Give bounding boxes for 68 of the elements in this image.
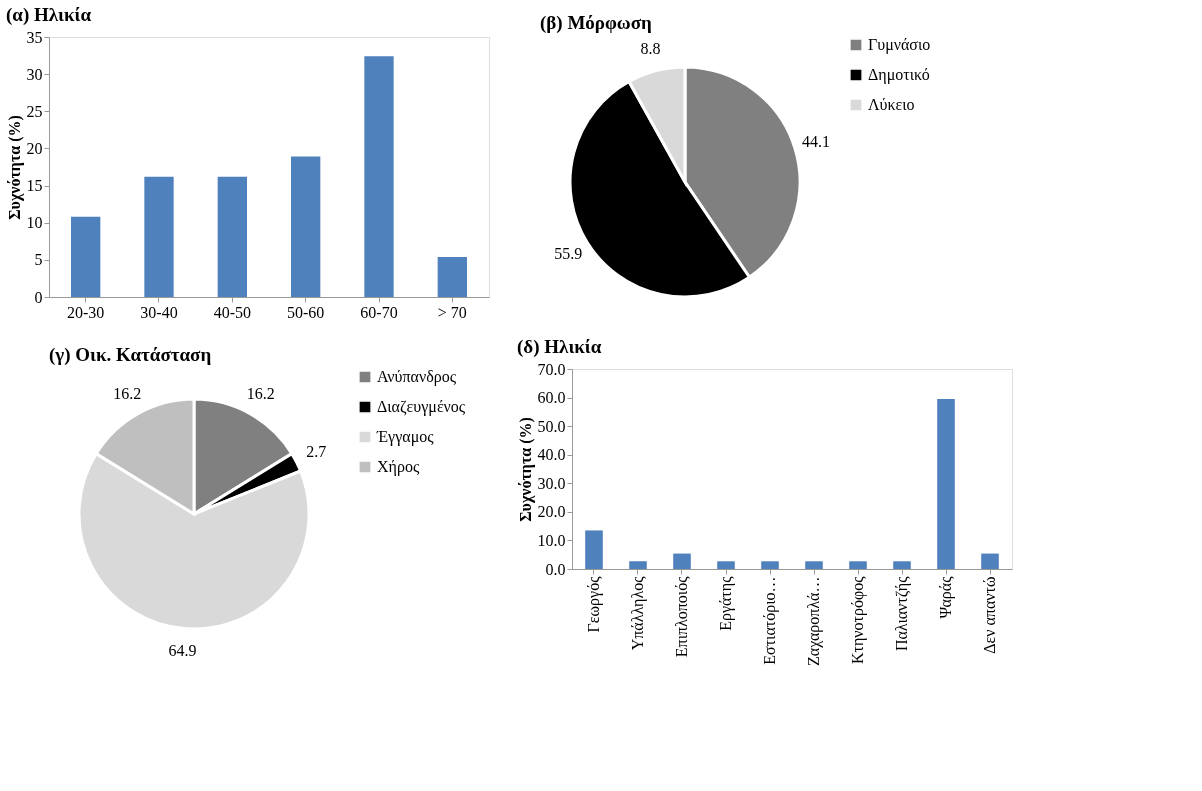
data-label: 8.8 — [640, 40, 661, 58]
bar — [849, 561, 867, 569]
x-tick-label: Υπάλληλος — [629, 575, 647, 651]
x-tick-label: > 70 — [437, 303, 467, 321]
legend-label: Διαζευγμένος — [377, 398, 466, 416]
x-tick-label: Παλιαντζής — [893, 575, 911, 652]
x-tick-label: Επιπλοποιός — [673, 575, 690, 658]
x-tick-label: 20-30 — [67, 303, 105, 321]
data-label: 16.2 — [246, 385, 275, 403]
y-tick-label: 5 — [34, 251, 43, 269]
y-tick-label: 70.0 — [537, 360, 566, 378]
data-label: 55.9 — [554, 244, 583, 262]
bar — [437, 256, 467, 297]
bar — [805, 561, 823, 569]
legend-label: Γυμνάσιο — [868, 36, 931, 54]
y-tick-label: 0.0 — [545, 560, 566, 578]
bar — [981, 553, 999, 569]
x-tick-label: 60-70 — [360, 303, 398, 321]
data-label: 2.7 — [306, 443, 327, 461]
chart-title: (γ) Οικ. Κατάσταση — [49, 344, 212, 366]
bar — [629, 561, 647, 569]
bar — [893, 561, 911, 569]
bar — [673, 553, 691, 569]
legend-label: Δημοτικό — [868, 66, 930, 84]
y-axis-title: Συχνότητα (%) — [5, 115, 24, 220]
y-tick-label: 50.0 — [537, 417, 566, 435]
y-tick-label: 0 — [34, 288, 43, 306]
legend-label: Έγγαμος — [376, 428, 435, 446]
x-tick-label: 40-50 — [213, 303, 251, 321]
x-tick-label: Ζαχαροπλά… — [805, 576, 823, 666]
bar — [144, 176, 174, 297]
x-tick-label: Δεν απαντώ — [981, 576, 998, 654]
y-tick-label: 40.0 — [537, 446, 566, 464]
bar — [585, 530, 603, 569]
bar — [71, 216, 101, 297]
legend-label: Χήρος — [377, 458, 420, 476]
y-tick-label: 15 — [26, 177, 43, 195]
bar — [717, 561, 735, 569]
data-label: 16.2 — [113, 385, 142, 403]
x-tick-label: Εστιατόριο… — [761, 576, 779, 665]
y-tick-label: 10.0 — [537, 531, 566, 549]
data-label: 64.9 — [168, 641, 197, 659]
bar — [761, 561, 779, 569]
y-tick-label: 10 — [26, 214, 43, 232]
y-axis-title: Συχνότητα (%) — [516, 417, 535, 522]
bar — [937, 399, 955, 569]
legend-label: Λύκειο — [868, 96, 915, 113]
x-tick-label: Ψαράς — [937, 575, 955, 619]
x-tick-label: Κτηνοτρόφος — [849, 575, 867, 665]
x-tick-label: 50-60 — [287, 303, 325, 321]
x-tick-label: 30-40 — [140, 303, 178, 321]
bar — [217, 176, 247, 297]
data-label: 44.1 — [801, 132, 830, 150]
y-tick-label: 20 — [26, 139, 43, 157]
y-tick-label: 35 — [26, 28, 43, 46]
bar — [291, 156, 321, 297]
y-tick-label: 20.0 — [537, 503, 566, 521]
x-tick-label: Εργάτης — [717, 575, 735, 631]
bar — [364, 56, 394, 297]
y-tick-label: 60.0 — [537, 389, 566, 407]
chart-title: (α) Ηλικία — [6, 4, 92, 26]
chart-title: (β) Μόρφωση — [540, 12, 652, 34]
y-tick-label: 30.0 — [537, 474, 566, 492]
chart-title: (δ) Ηλικία — [517, 336, 602, 358]
y-tick-label: 25 — [26, 102, 43, 120]
y-tick-label: 30 — [26, 65, 43, 83]
legend-label: Ανύπανδρος — [377, 368, 457, 386]
x-tick-label: Γεωργός — [585, 575, 603, 633]
